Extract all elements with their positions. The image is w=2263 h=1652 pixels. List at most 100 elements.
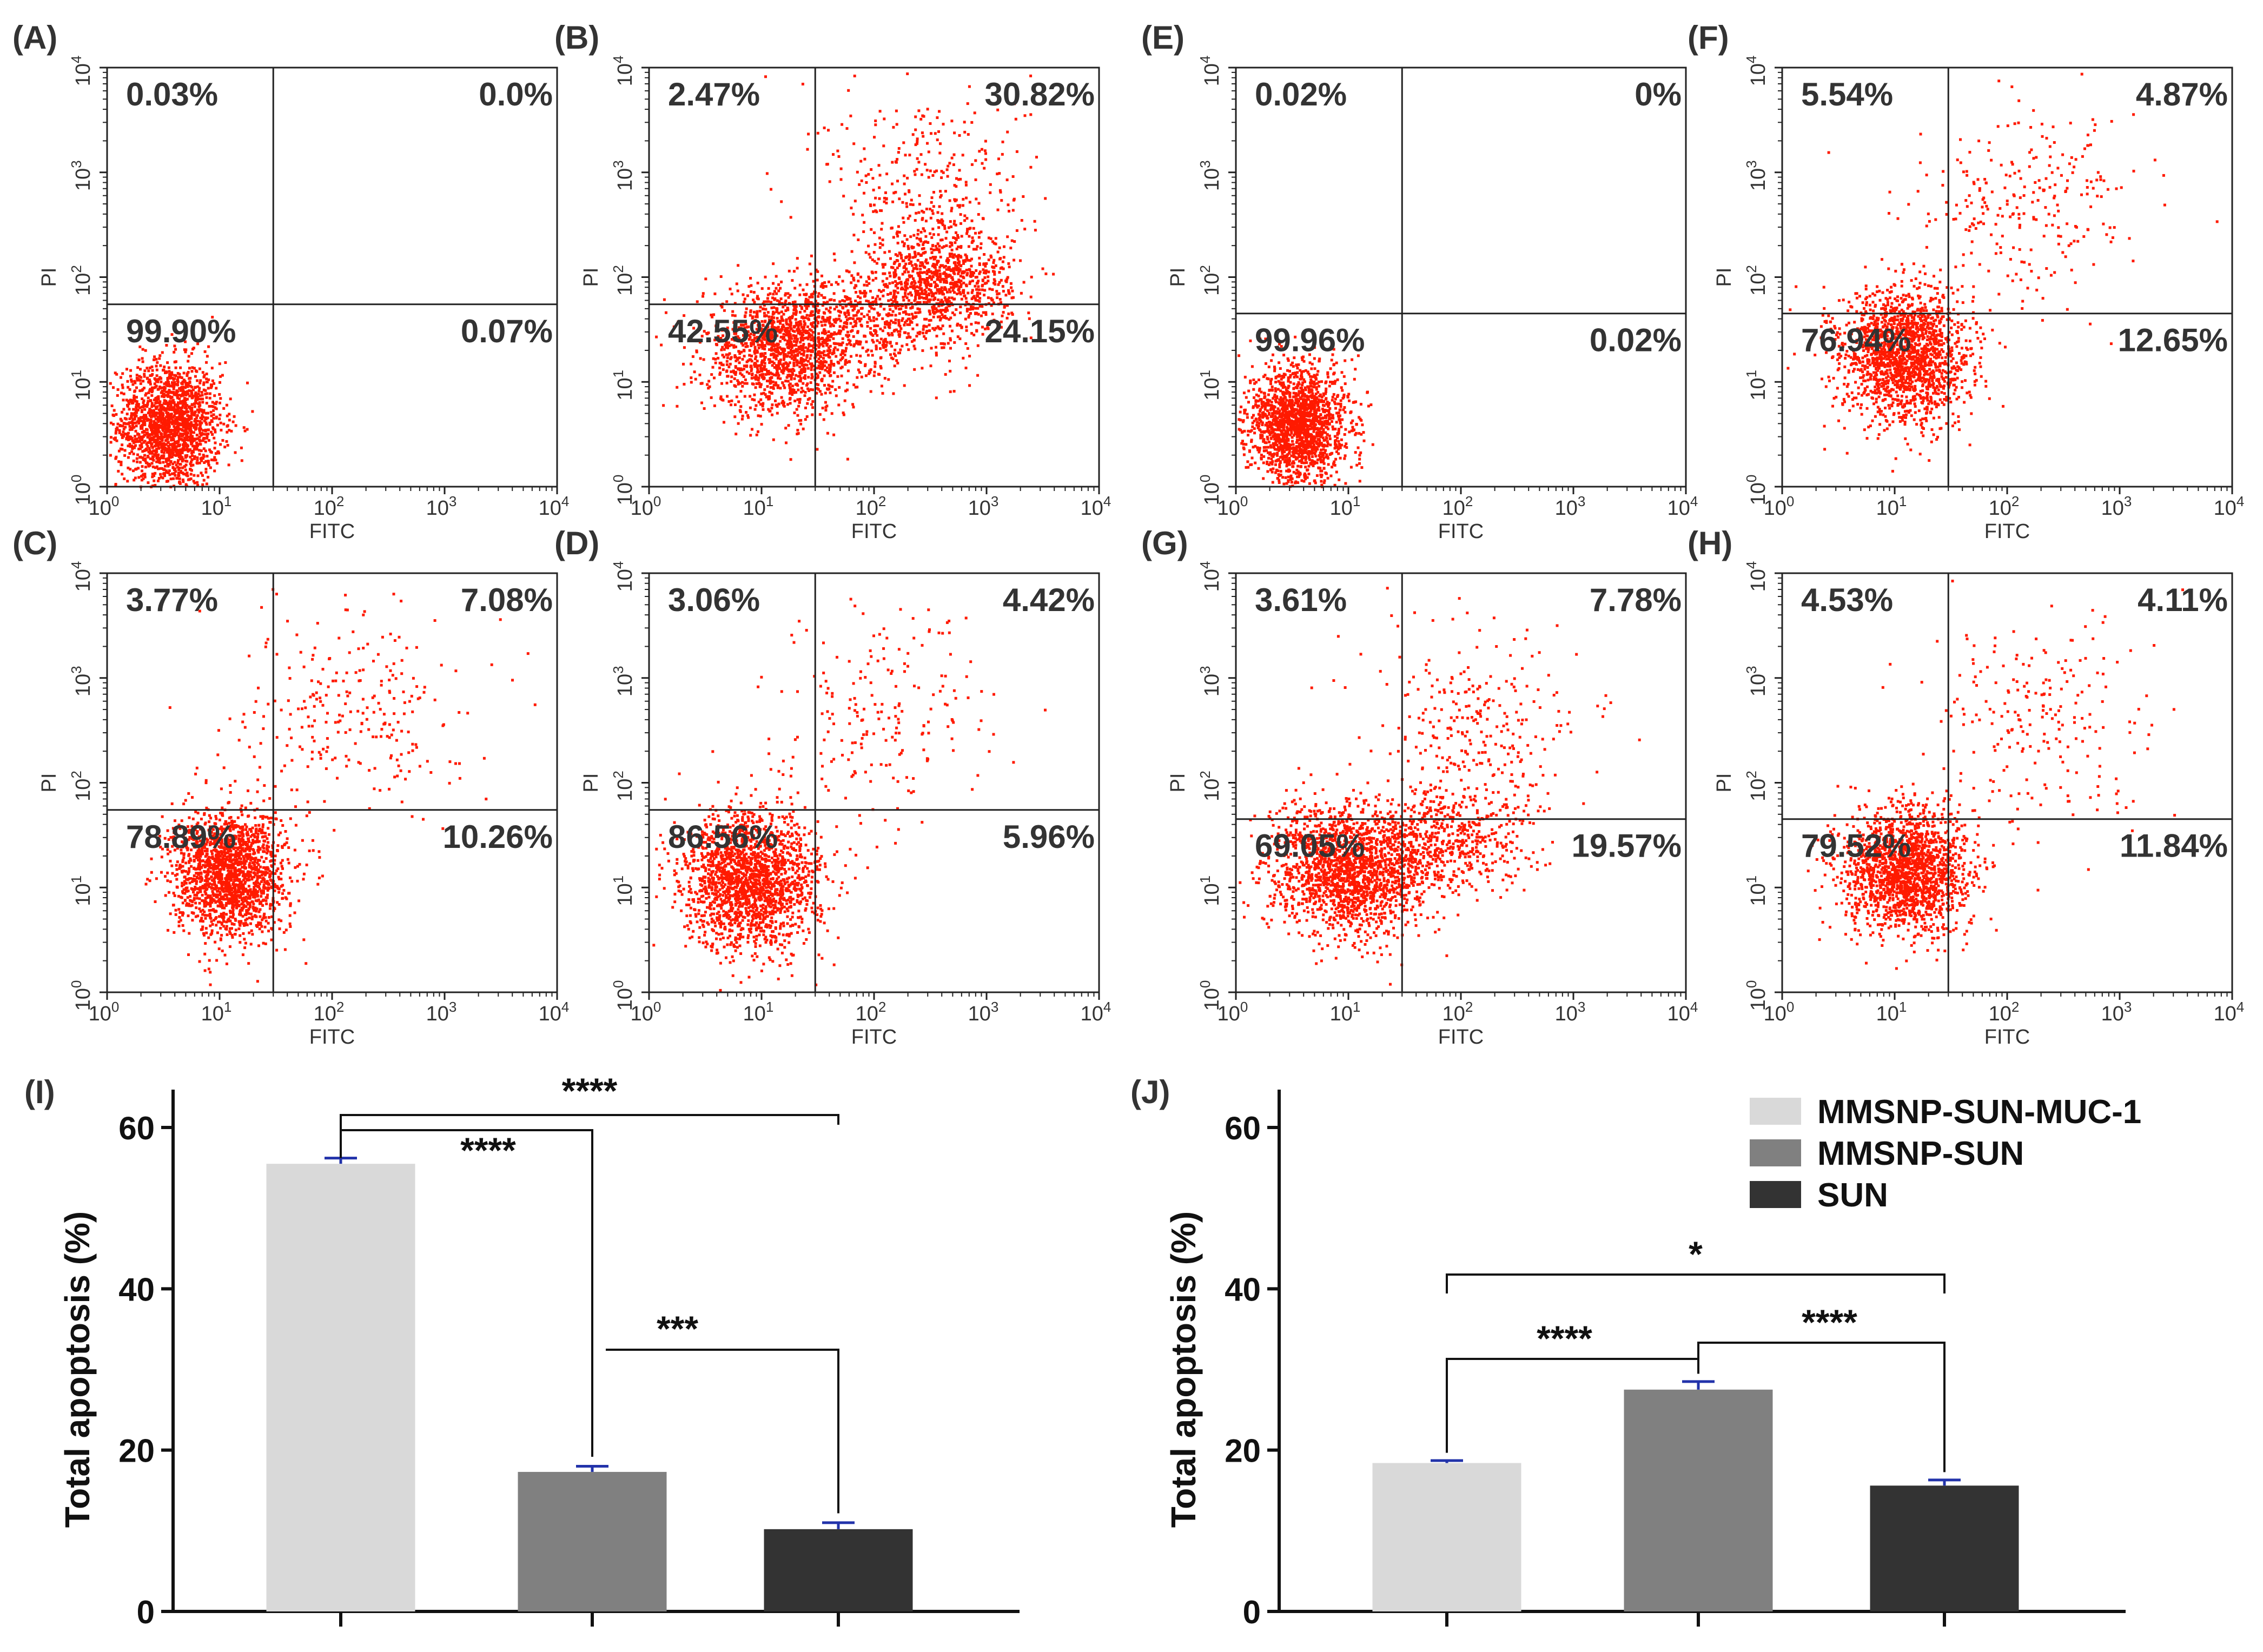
data-point — [952, 163, 955, 167]
data-point — [726, 356, 729, 360]
data-point — [163, 386, 166, 389]
data-point — [928, 275, 931, 278]
data-point — [141, 456, 144, 460]
data-point — [964, 181, 968, 184]
data-point — [776, 370, 779, 373]
data-point — [796, 257, 799, 260]
data-point — [918, 278, 922, 282]
data-point — [959, 275, 962, 278]
data-point — [773, 366, 776, 369]
data-point — [181, 443, 184, 446]
data-point — [117, 469, 120, 473]
data-point — [922, 297, 925, 300]
data-point — [785, 366, 789, 369]
data-point — [760, 367, 763, 370]
data-point — [213, 456, 216, 459]
data-point — [944, 307, 948, 310]
data-point — [866, 313, 869, 316]
data-point — [156, 430, 159, 433]
data-point — [133, 399, 136, 402]
data-point — [890, 266, 893, 269]
data-point — [739, 372, 742, 375]
data-point — [157, 423, 161, 427]
data-point — [151, 388, 154, 392]
data-point — [859, 361, 862, 364]
data-point — [962, 281, 965, 284]
data-point — [149, 382, 152, 386]
data-point — [171, 429, 174, 432]
data-point — [700, 382, 704, 385]
data-point — [865, 300, 868, 302]
data-point — [174, 441, 177, 444]
data-point — [207, 475, 210, 479]
data-point — [763, 356, 766, 359]
data-point — [143, 369, 147, 373]
data-point — [153, 432, 155, 435]
data-point — [923, 271, 926, 274]
data-point — [974, 284, 977, 288]
data-point — [166, 382, 169, 386]
data-point — [976, 344, 980, 347]
data-point — [993, 270, 996, 274]
data-point — [173, 449, 176, 452]
data-point — [726, 375, 729, 378]
data-point — [763, 362, 766, 365]
data-point — [750, 290, 753, 293]
data-point — [726, 326, 729, 329]
data-point — [751, 382, 754, 386]
x-tick-exponent: 2 — [336, 493, 344, 509]
x-tick-label: 104 — [539, 493, 570, 520]
data-point — [800, 368, 804, 371]
data-point — [810, 368, 813, 371]
data-point — [942, 171, 945, 174]
data-point — [767, 342, 770, 346]
data-point — [891, 334, 894, 337]
data-point — [820, 294, 823, 297]
data-point — [998, 271, 1001, 274]
data-point — [780, 302, 784, 305]
data-point — [196, 408, 199, 412]
data-point — [796, 267, 799, 270]
data-point — [118, 429, 121, 432]
data-point — [730, 370, 733, 373]
data-point — [191, 450, 194, 453]
data-point — [150, 405, 154, 408]
data-point — [948, 274, 951, 277]
data-point — [951, 278, 955, 281]
data-point — [795, 359, 798, 362]
data-point — [826, 301, 829, 304]
data-point — [811, 350, 814, 353]
data-point — [172, 452, 175, 455]
data-point — [887, 299, 890, 302]
data-point — [153, 439, 156, 442]
data-point — [151, 475, 154, 479]
data-point — [178, 477, 181, 480]
data-point — [903, 384, 906, 387]
data-point — [207, 378, 210, 381]
data-point — [184, 424, 187, 428]
data-point — [150, 365, 154, 368]
data-point — [161, 448, 164, 451]
data-point — [964, 367, 968, 369]
data-point — [153, 453, 156, 456]
data-point — [836, 375, 839, 378]
data-point — [767, 395, 770, 398]
data-point — [177, 434, 181, 437]
data-point — [749, 333, 752, 336]
data-point — [189, 434, 193, 437]
data-point — [914, 143, 917, 147]
data-point — [206, 455, 209, 458]
data-point — [792, 389, 796, 392]
data-point — [891, 182, 894, 185]
data-point — [922, 241, 925, 244]
data-point — [849, 297, 852, 301]
data-point — [779, 319, 782, 322]
data-point — [932, 257, 936, 261]
data-point — [750, 354, 753, 357]
data-point — [824, 341, 828, 344]
data-point — [779, 297, 783, 301]
data-point — [117, 449, 121, 453]
data-point — [672, 325, 676, 328]
data-point — [743, 349, 746, 353]
